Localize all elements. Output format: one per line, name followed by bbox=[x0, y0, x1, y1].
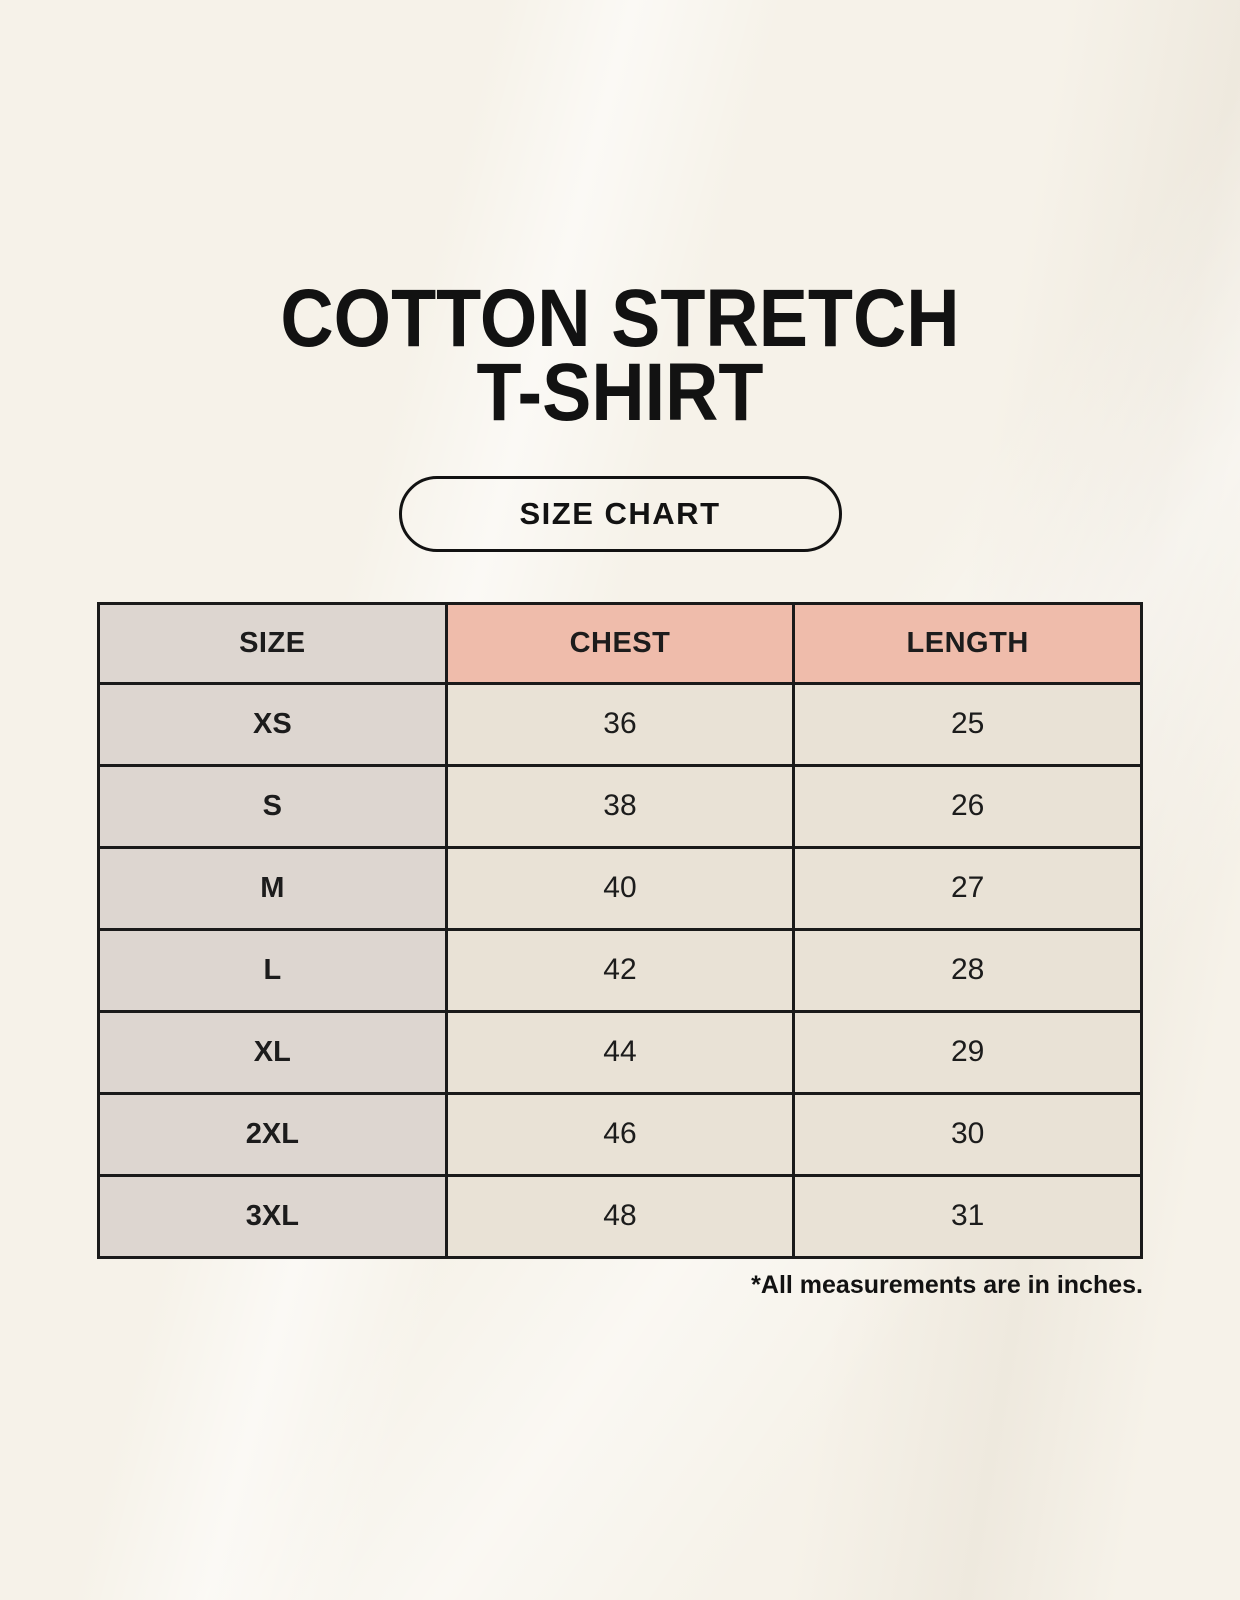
value-cell: 40 bbox=[444, 845, 796, 931]
table-row: L 42 28 bbox=[97, 927, 1143, 1013]
value-cell: 29 bbox=[792, 1009, 1143, 1095]
page-title: COTTON STRETCH T-SHIRT bbox=[62, 273, 1178, 438]
table-row: M 40 27 bbox=[97, 845, 1143, 931]
value-cell: 42 bbox=[444, 927, 796, 1013]
table-row: XL 44 29 bbox=[97, 1009, 1143, 1095]
table-row: 3XL 48 31 bbox=[97, 1173, 1143, 1259]
size-chart-table: SIZE CHEST LENGTH XS 36 25 S 38 26 M 40 27 L 42 28 XL 4… bbox=[97, 601, 1143, 1259]
table-row: XS 36 25 bbox=[97, 681, 1143, 767]
size-cell: 2XL bbox=[97, 1091, 448, 1177]
value-cell: 30 bbox=[792, 1091, 1143, 1177]
measurements-footnote: *All measurements are in inches. bbox=[751, 1270, 1143, 1299]
value-cell: 44 bbox=[444, 1009, 796, 1095]
value-cell: 36 bbox=[444, 681, 796, 767]
size-cell: L bbox=[97, 927, 448, 1013]
value-cell: 31 bbox=[792, 1173, 1143, 1259]
size-cell: XL bbox=[97, 1009, 448, 1095]
table-row: S 38 26 bbox=[97, 763, 1143, 849]
value-cell: 28 bbox=[792, 927, 1143, 1013]
size-cell: XS bbox=[97, 681, 448, 767]
title-line-1: COTTON STRETCH bbox=[280, 273, 960, 364]
value-cell: 25 bbox=[792, 681, 1143, 767]
column-header-chest: CHEST bbox=[444, 601, 796, 685]
table-row: 2XL 46 30 bbox=[97, 1091, 1143, 1177]
column-header-size: SIZE bbox=[97, 601, 448, 685]
value-cell: 27 bbox=[792, 845, 1143, 931]
value-cell: 48 bbox=[444, 1173, 796, 1259]
size-cell: 3XL bbox=[97, 1173, 448, 1259]
value-cell: 26 bbox=[792, 763, 1143, 849]
column-header-length: LENGTH bbox=[792, 601, 1143, 685]
value-cell: 46 bbox=[444, 1091, 796, 1177]
table-body: XS 36 25 S 38 26 M 40 27 L 42 28 XL 44 29 2XL 46 30 3XL 48 3… bbox=[97, 681, 1143, 1259]
table-header-row: SIZE CHEST LENGTH bbox=[97, 601, 1143, 685]
size-cell: S bbox=[97, 763, 448, 849]
table-header: SIZE CHEST LENGTH bbox=[97, 601, 1143, 685]
size-cell: M bbox=[97, 845, 448, 931]
value-cell: 38 bbox=[444, 763, 796, 849]
title-line-2: T-SHIRT bbox=[476, 346, 764, 438]
size-chart-badge: SIZE CHART bbox=[398, 475, 842, 552]
